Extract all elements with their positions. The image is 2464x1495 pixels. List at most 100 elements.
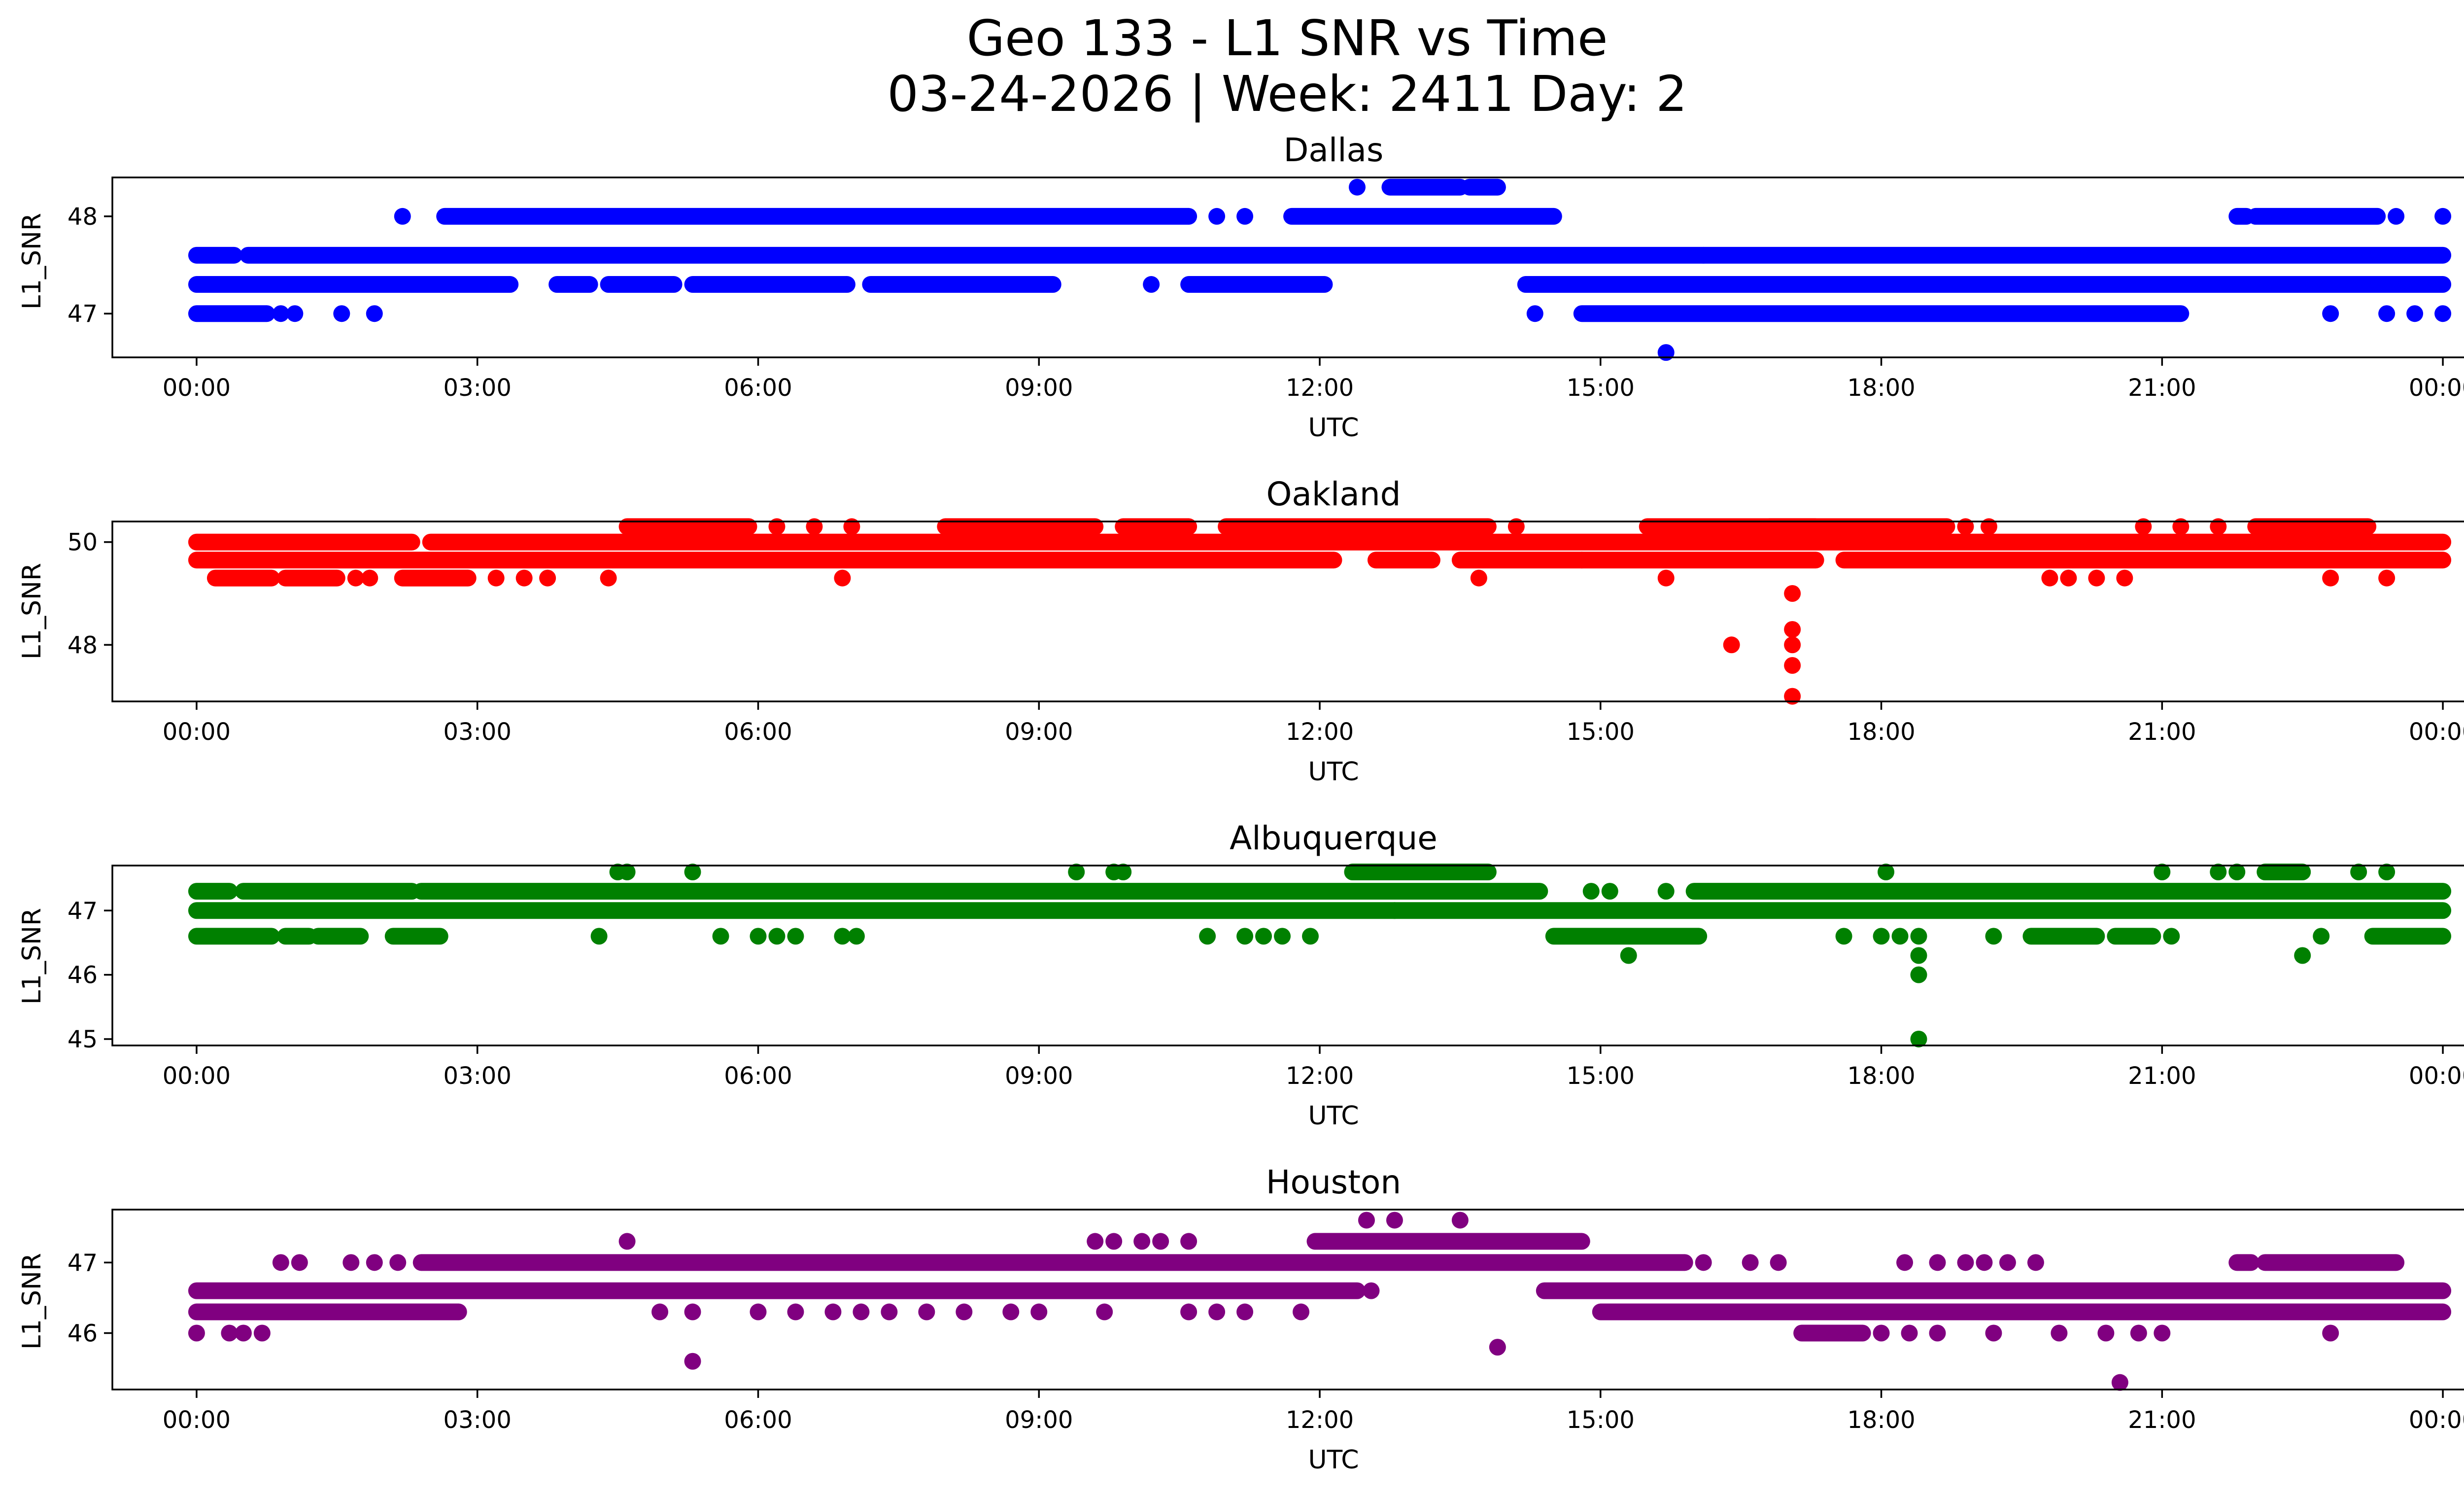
point-houston-53	[2154, 1324, 2171, 1342]
point-houston-39	[1770, 1254, 1787, 1271]
point-houston-11	[651, 1303, 669, 1321]
x-tick-label-dallas-4: 12:00	[1286, 374, 1354, 402]
point-albuquerque-35	[2294, 947, 2311, 964]
point-albuquerque-34	[1620, 947, 1637, 964]
y-tick-label-oakland-0: 48	[68, 631, 98, 659]
point-houston-47	[1901, 1324, 1918, 1342]
panel-houston: Houston UTC L1_SNR 00:00 03:00 06:00 09:00 1…	[17, 1163, 2464, 1475]
point-albuquerque-21	[1255, 928, 1272, 945]
x-tick-label-albuquerque-2: 06:00	[724, 1062, 792, 1090]
axes-frame-oakland	[111, 521, 2464, 702]
point-houston-46	[1873, 1324, 1890, 1342]
point-albuquerque-14	[750, 928, 767, 945]
point-albuquerque-26	[1891, 928, 1909, 945]
x-axis-label-dallas: UTC	[1308, 413, 1359, 443]
point-houston-42	[1957, 1254, 1974, 1271]
y-axis-label-houston: L1_SNR	[17, 1253, 47, 1350]
point-albuquerque-15	[768, 928, 786, 945]
point-albuquerque-18	[848, 928, 865, 945]
y-axis-label-oakland: L1_SNR	[17, 563, 47, 660]
x-tick-label-houston-1: 03:00	[444, 1406, 512, 1434]
point-houston-24	[1208, 1303, 1226, 1321]
point-houston-7	[366, 1254, 383, 1271]
point-houston-34	[1386, 1212, 1403, 1229]
point-houston-12	[684, 1303, 701, 1321]
point-albuquerque-23	[1302, 928, 1319, 945]
point-oakland-4	[539, 569, 556, 587]
x-axis-label-albuquerque: UTC	[1308, 1101, 1359, 1131]
point-houston-5	[291, 1254, 308, 1271]
point-albuquerque-39	[1657, 883, 1675, 900]
point-oakland-25	[1980, 518, 1997, 535]
point-oakland-24	[1507, 518, 1525, 535]
x-axis-label-oakland: UTC	[1308, 757, 1359, 787]
x-tick-label-albuquerque-4: 12:00	[1286, 1062, 1354, 1090]
point-oakland-18	[1784, 657, 1801, 674]
point-houston-40	[1896, 1254, 1914, 1271]
x-tick-label-dallas-2: 06:00	[724, 374, 792, 402]
point-houston-55	[2111, 1374, 2128, 1391]
y-tick-label-oakland-1: 50	[68, 529, 98, 556]
point-albuquerque-32	[1910, 966, 1927, 983]
point-houston-31	[1180, 1233, 1198, 1250]
point-albuquerque-13	[712, 928, 729, 945]
panel-oakland: Oakland UTC L1_SNR 00:00 03:00 06:00 09:00 1…	[17, 475, 2464, 787]
point-albuquerque-22	[1274, 928, 1291, 945]
point-houston-54	[2322, 1324, 2339, 1342]
point-houston-29	[1133, 1233, 1151, 1250]
y-tick-label-houston-1: 47	[68, 1249, 98, 1277]
point-houston-26	[1293, 1303, 1310, 1321]
x-tick-label-dallas-0: 00:00	[163, 374, 231, 402]
y-tick-label-dallas-0: 47	[68, 300, 98, 328]
axes-frame-houston	[111, 1209, 2464, 1391]
point-oakland-14	[2378, 569, 2396, 587]
scatter-marks-dallas	[188, 178, 2452, 361]
point-dallas-6	[286, 305, 304, 322]
x-tick-label-oakland-5: 15:00	[1567, 718, 1635, 746]
point-houston-49	[1985, 1324, 2002, 1342]
point-oakland-0	[347, 569, 364, 587]
point-albuquerque-16	[787, 928, 804, 945]
x-tick-label-houston-7: 21:00	[2128, 1406, 2196, 1434]
panel-title-houston: Houston	[1266, 1163, 1401, 1201]
point-albuquerque-6	[1878, 864, 1895, 881]
panel-title-oakland: Oakland	[1266, 475, 1401, 513]
y-tick-label-albuquerque-0: 45	[68, 1026, 98, 1053]
point-dallas-17	[1695, 246, 1712, 264]
point-oakland-16	[1784, 621, 1801, 638]
x-tick-label-albuquerque-0: 00:00	[163, 1062, 231, 1090]
x-tick-label-houston-3: 09:00	[1005, 1406, 1073, 1434]
point-oakland-5	[600, 569, 617, 587]
point-houston-28	[1105, 1233, 1123, 1250]
figure-title-line-1: Geo 133 - L1 SNR vs Time	[967, 9, 1608, 67]
point-houston-41	[1929, 1254, 1946, 1271]
point-oakland-26	[2135, 518, 2152, 535]
point-dallas-10	[2322, 305, 2339, 322]
point-oakland-11	[2088, 569, 2105, 587]
y-tick-label-houston-0: 46	[68, 1320, 98, 1347]
point-oakland-15	[1784, 585, 1801, 602]
point-houston-22	[1096, 1303, 1113, 1321]
point-albuquerque-33	[1910, 1030, 1927, 1047]
x-tick-label-dallas-7: 21:00	[2128, 374, 2196, 402]
point-houston-4	[272, 1254, 289, 1271]
point-albuquerque-12	[590, 928, 608, 945]
x-tick-label-albuquerque-7: 21:00	[2128, 1062, 2196, 1090]
scatter-marks-albuquerque	[188, 864, 2452, 1047]
point-houston-3	[253, 1324, 271, 1342]
point-houston-44	[1999, 1254, 2016, 1271]
x-tick-label-oakland-0: 00:00	[163, 718, 231, 746]
point-dallas-7	[333, 305, 350, 322]
point-dallas-4	[2434, 208, 2452, 225]
x-tick-label-houston-0: 00:00	[163, 1406, 231, 1434]
point-houston-13	[750, 1303, 767, 1321]
point-houston-37	[1695, 1254, 1712, 1271]
point-houston-20	[1002, 1303, 1020, 1321]
point-houston-30	[1152, 1233, 1169, 1250]
point-houston-2	[235, 1324, 252, 1342]
point-dallas-15	[1236, 208, 1254, 225]
point-houston-45	[2027, 1254, 2044, 1271]
point-oakland-29	[1957, 518, 1974, 535]
point-dallas-11	[2378, 305, 2396, 322]
point-houston-38	[1742, 1254, 1759, 1271]
